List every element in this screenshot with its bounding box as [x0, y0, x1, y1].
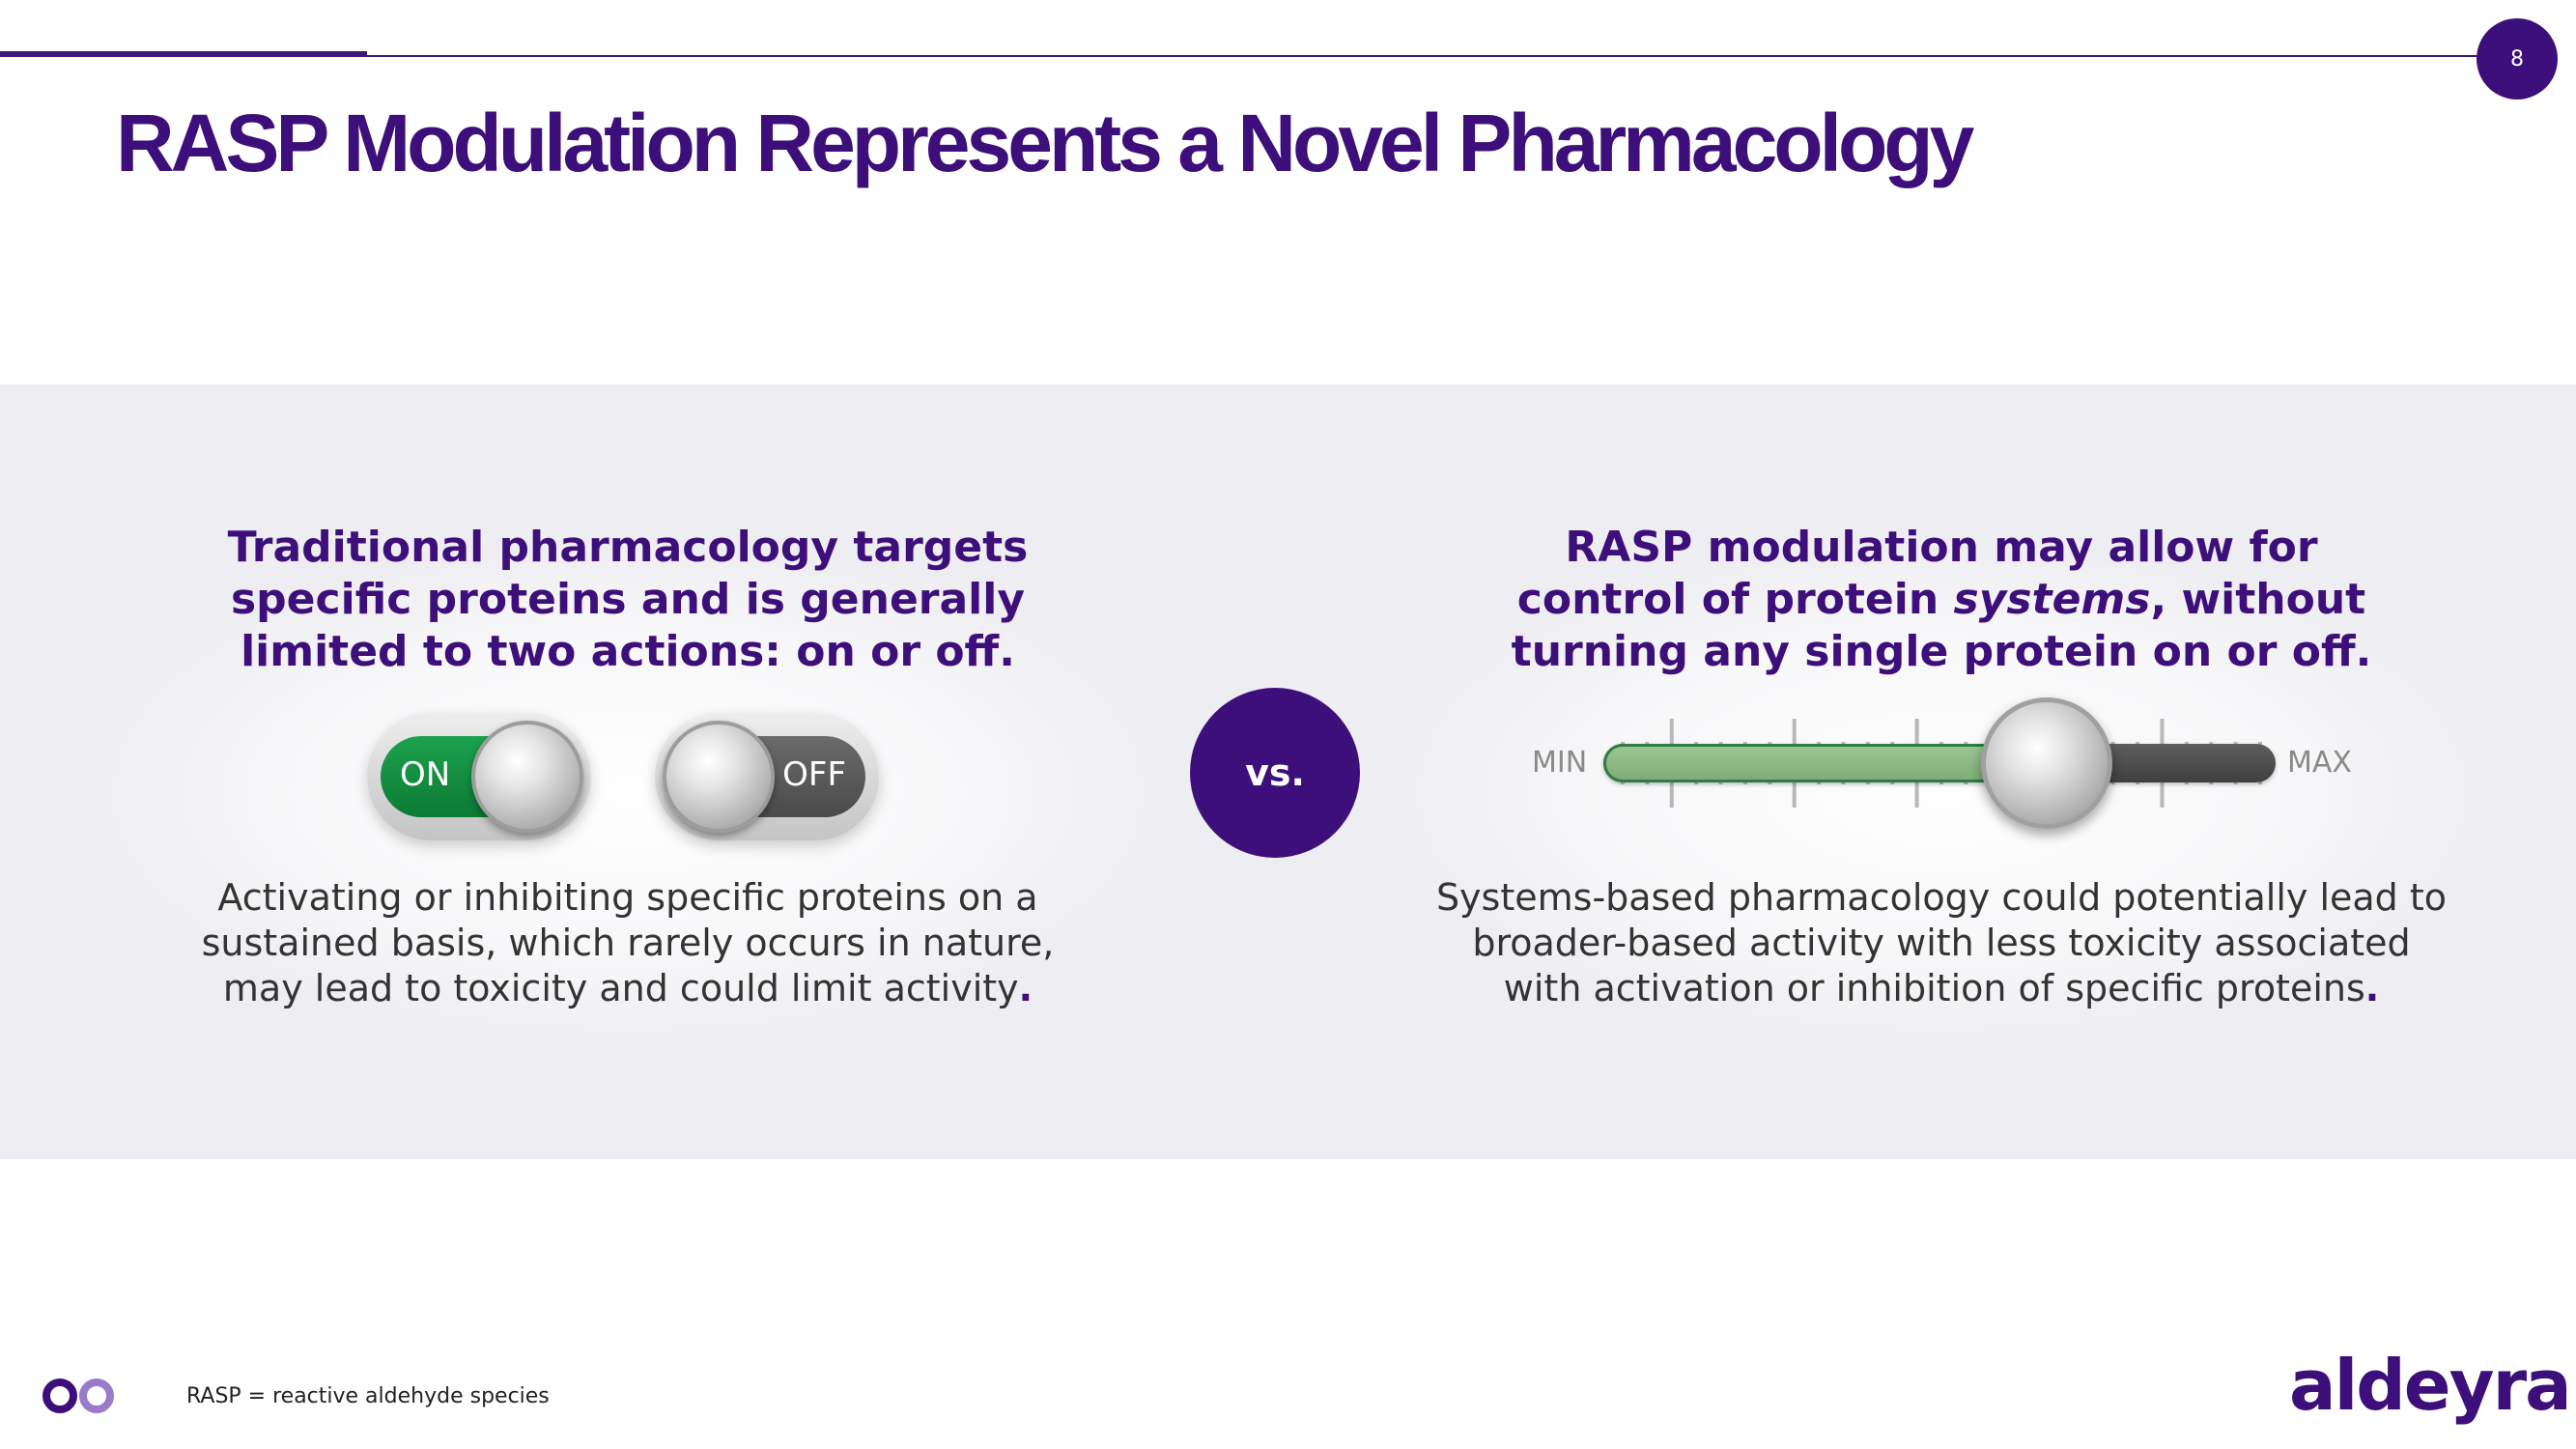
traditional-heading-line: Traditional pharmacology targets: [227, 523, 1029, 572]
rasp-description: Systems-based pharmacology could potenti…: [1401, 875, 2482, 1011]
slider-min-label: MIN: [1532, 746, 1588, 780]
traditional-description-line: may lead to toxicity and could limit act…: [145, 966, 1111, 1011]
off-toggle-label: OFF: [782, 755, 846, 794]
rasp-heading-emphasis: systems: [1953, 575, 2151, 624]
rasp-description-line: broader-based activity with less toxicit…: [1472, 922, 2411, 964]
traditional-description: Activating or inhibiting specific protei…: [145, 875, 1111, 1011]
traditional-description-line: sustained basis, which rarely occurs in …: [201, 922, 1055, 964]
traditional-description-line: Activating or inhibiting specific protei…: [217, 876, 1038, 919]
off-toggle-switch: OFF: [655, 713, 879, 840]
header-rule: [0, 55, 2511, 57]
rasp-heading-text: control of protein: [1516, 575, 1954, 624]
level-slider-fill: [1603, 744, 2047, 782]
toggle-knob-icon: [663, 721, 775, 833]
page-number-badge: 8: [2477, 18, 2558, 99]
rasp-heading-line: control of protein systems, without: [1458, 574, 2424, 626]
left-panel-glow: [87, 541, 1169, 1043]
rasp-heading: RASP modulation may allow for control of…: [1458, 522, 2424, 678]
right-panel-glow: [1391, 541, 2492, 1043]
slider-knob-icon: [1981, 697, 2112, 829]
footnote: RASP = reactive aldehyde species: [186, 1384, 550, 1408]
toggle-knob-icon: [471, 721, 583, 833]
traditional-description-text: may lead to toxicity and could limit act…: [222, 967, 1019, 1009]
slide-title: RASP Modulation Represents a Novel Pharm…: [116, 98, 1974, 188]
rasp-heading-text: , without: [2150, 575, 2366, 624]
traditional-heading-line: specific proteins and is generally: [230, 575, 1026, 624]
rasp-description-line: with activation or inhibition of specifi…: [1401, 966, 2482, 1011]
traditional-heading-line: limited to two actions: on or off.: [241, 627, 1015, 676]
on-toggle-switch: ON: [367, 713, 591, 840]
vs-badge: vs.: [1190, 688, 1360, 858]
period-mark: .: [2364, 967, 2380, 1009]
rasp-heading-line: turning any single protein on or off.: [1511, 627, 2372, 676]
rasp-description-line: Systems-based pharmacology could potenti…: [1435, 876, 2448, 919]
rasp-heading-line: RASP modulation may allow for: [1565, 523, 2318, 572]
slider-max-label: MAX: [2287, 746, 2352, 780]
header-rule-accent: [0, 51, 367, 57]
level-slider-track: [1603, 744, 2276, 782]
on-toggle-label: ON: [400, 755, 451, 794]
traditional-heading: Traditional pharmacology targets specifi…: [145, 522, 1111, 678]
period-mark: .: [1018, 967, 1033, 1009]
aldeyra-wordmark: aldeyra: [2289, 1345, 2572, 1426]
aldeyra-logo-icon: [42, 1378, 114, 1413]
rasp-description-text: with activation or inhibition of specifi…: [1503, 967, 2365, 1009]
